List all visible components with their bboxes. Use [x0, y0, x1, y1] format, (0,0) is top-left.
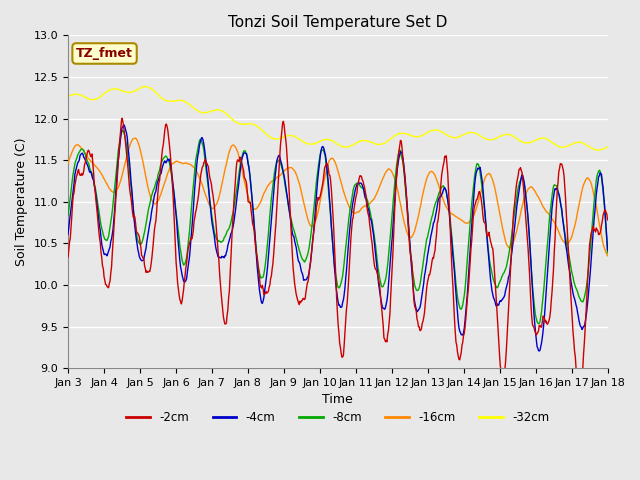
Text: TZ_fmet: TZ_fmet — [76, 47, 133, 60]
X-axis label: Time: Time — [323, 394, 353, 407]
Y-axis label: Soil Temperature (C): Soil Temperature (C) — [15, 137, 28, 266]
Title: Tonzi Soil Temperature Set D: Tonzi Soil Temperature Set D — [228, 15, 447, 30]
Legend: -2cm, -4cm, -8cm, -16cm, -32cm: -2cm, -4cm, -8cm, -16cm, -32cm — [122, 407, 554, 429]
